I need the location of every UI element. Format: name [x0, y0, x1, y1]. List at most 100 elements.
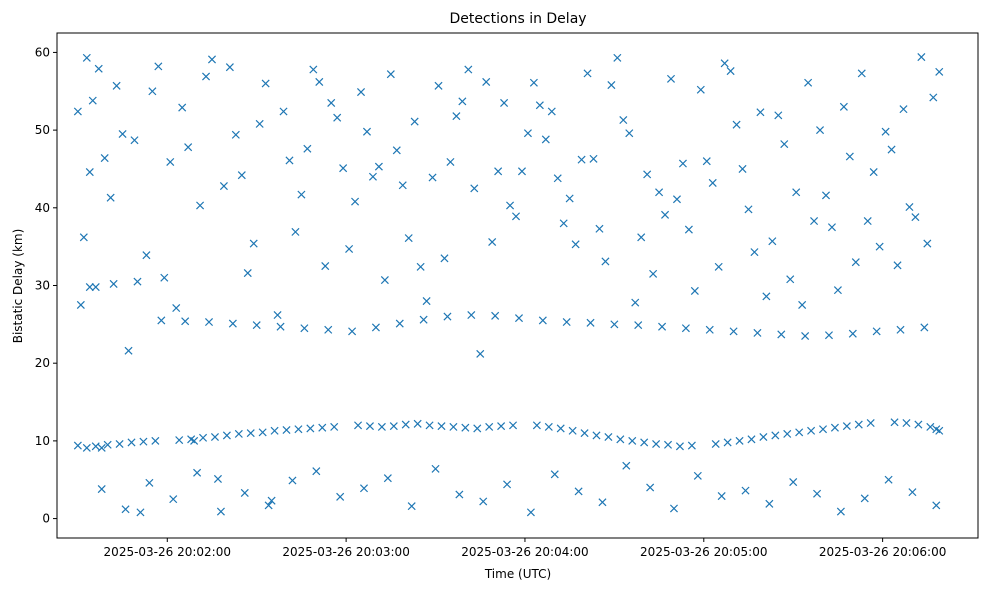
scatter-point: [234, 429, 243, 438]
scatter-point: [91, 283, 100, 292]
scatter-point: [416, 262, 425, 271]
scatter-point: [118, 129, 127, 139]
scatter-point: [455, 490, 464, 499]
scatter-point: [136, 508, 145, 517]
scatter-point: [827, 223, 836, 232]
scatter-point: [535, 101, 544, 110]
scatter-point: [616, 435, 625, 444]
scatter-point: [419, 315, 428, 324]
y-tick-label: 50: [35, 123, 50, 137]
scatter-point: [273, 310, 282, 320]
scatter-point: [407, 502, 416, 511]
scatter-point: [175, 436, 184, 445]
scatter-point: [270, 426, 279, 435]
scatter-point: [187, 435, 196, 444]
scatter-point: [696, 85, 705, 94]
scatter-point: [336, 492, 345, 501]
scatter-point: [902, 418, 911, 428]
scatter-point: [529, 78, 538, 87]
scatter-point: [172, 304, 181, 313]
y-tick-label: 20: [35, 356, 50, 370]
scatter-point: [219, 182, 228, 191]
scatter-point: [866, 418, 875, 428]
scatter-point: [920, 323, 929, 332]
scatter-point: [750, 248, 759, 257]
scatter-point: [851, 258, 860, 267]
scatter-point: [887, 145, 896, 154]
scatter-point: [509, 421, 518, 430]
scatter-point: [91, 442, 100, 451]
scatter-point: [73, 441, 82, 450]
scatter-point: [318, 423, 327, 432]
scatter-point: [935, 67, 944, 76]
scatter-point: [213, 474, 222, 483]
scatter-point: [228, 319, 237, 328]
scatter-point: [681, 324, 690, 333]
scatter-point: [523, 129, 532, 138]
scatter-point: [330, 422, 339, 431]
scatter-point: [356, 88, 366, 97]
scatter-point: [345, 244, 354, 254]
scatter-point: [869, 168, 878, 177]
scatter-point: [875, 242, 884, 251]
scatter-point: [857, 69, 866, 78]
scatter-point: [872, 327, 881, 336]
scatter-point: [333, 113, 342, 122]
scatter-point: [526, 508, 535, 517]
scatter-point: [833, 286, 842, 295]
scatter-point: [392, 146, 401, 155]
scatter-point: [562, 317, 571, 327]
scatter-point: [723, 438, 732, 447]
scatter-point: [935, 426, 944, 435]
scatter-point: [267, 496, 276, 505]
scatter-point: [908, 488, 917, 497]
scatter-point: [589, 154, 598, 163]
scatter-point: [753, 328, 762, 337]
scatter-point: [687, 441, 696, 450]
scatter-point: [517, 167, 526, 176]
scatter-point: [568, 426, 577, 435]
scatter-point: [717, 492, 726, 501]
y-tick-label: 30: [35, 279, 50, 293]
scatter-point: [410, 117, 419, 126]
scatter-point: [511, 212, 521, 221]
scatter-point: [678, 159, 687, 168]
scatter-point: [625, 129, 634, 138]
scatter-point: [666, 74, 676, 83]
x-tick-label: 2025-03-26 20:02:00: [104, 545, 231, 559]
scatter-point: [261, 79, 270, 88]
scatter-point: [675, 442, 684, 451]
x-tick-label: 2025-03-26 20:05:00: [640, 545, 767, 559]
scatter-point: [124, 346, 133, 355]
scatter-point: [658, 322, 667, 331]
scatter-point: [178, 103, 187, 112]
scatter-point: [431, 464, 440, 473]
scatter-point: [577, 155, 586, 164]
scatter-point: [383, 474, 392, 483]
scatter-point: [309, 65, 318, 74]
y-tick-label: 40: [35, 201, 50, 215]
scatter-point: [443, 312, 452, 321]
scatter-point: [798, 300, 807, 309]
scatter-point: [300, 324, 309, 333]
scatter-point: [932, 501, 941, 510]
scatter-point: [425, 421, 434, 430]
scatter-point: [222, 431, 231, 440]
scatter-point: [848, 329, 857, 338]
scatter-point: [905, 203, 914, 212]
scatter-point: [741, 486, 750, 495]
scatter-point: [917, 53, 926, 62]
scatter-point: [631, 298, 640, 307]
scatter-point: [705, 325, 714, 334]
scatter-point: [204, 317, 214, 327]
scatter-point: [801, 331, 810, 341]
scatter-point: [428, 173, 437, 182]
scatter-point: [452, 112, 461, 121]
scatter-point: [929, 93, 938, 102]
scatter-point: [440, 254, 449, 263]
scatter-point: [622, 461, 631, 470]
scatter-point: [294, 425, 303, 434]
scatter-point: [693, 471, 702, 480]
scatter-point: [306, 424, 315, 433]
scatter-point: [339, 164, 348, 173]
